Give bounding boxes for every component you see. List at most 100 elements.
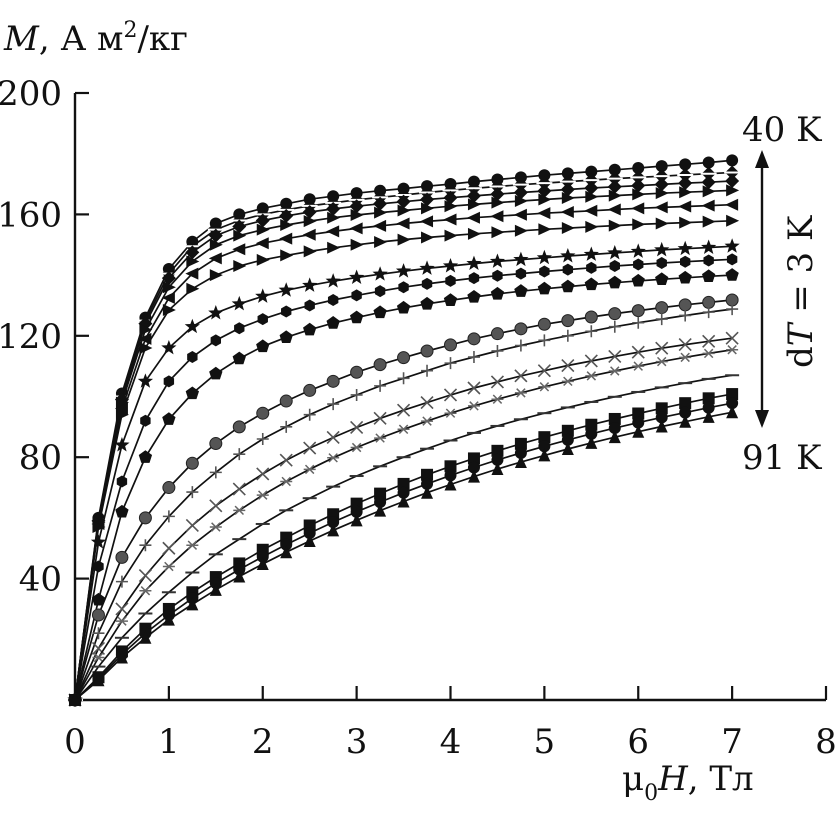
- point-pentagon: [349, 310, 364, 324]
- point-triangle-up: [256, 557, 269, 571]
- point-hexagon: [234, 322, 245, 335]
- point-diamond-dash: [489, 179, 506, 194]
- point-diamond-dash: [583, 173, 600, 188]
- x-tick-label: 7: [721, 722, 743, 762]
- point-diamond: [466, 188, 481, 203]
- point-x: [725, 331, 739, 345]
- point-triangle-left: [443, 213, 457, 226]
- point-triangle-right: [139, 341, 153, 354]
- point-diamond-dash: [630, 170, 647, 185]
- point-circle: [514, 446, 527, 459]
- point-circle: [726, 154, 739, 167]
- x-axis-var: H: [657, 759, 689, 799]
- point-asterisk: [327, 453, 340, 463]
- point-hexagon: [116, 475, 128, 488]
- point-star: [255, 288, 271, 303]
- point-plus: [115, 575, 128, 588]
- point-sphere: [514, 322, 528, 336]
- point-triangle-right: [679, 186, 693, 199]
- point-triangle-right: [233, 259, 247, 272]
- point-square: [397, 477, 410, 490]
- point-sphere: [397, 351, 411, 365]
- point-star: [489, 253, 506, 268]
- point-pentagon: [279, 330, 293, 343]
- point-pentagon: [303, 322, 317, 336]
- point-x: [115, 602, 129, 616]
- point-x: [232, 482, 246, 496]
- point-x: [256, 467, 270, 481]
- point-triangle-left: [466, 211, 480, 224]
- point-triangle-right: [303, 245, 317, 258]
- series-9: [68, 268, 739, 706]
- point-triangle-left: [725, 198, 739, 211]
- point-diamond-dash: [724, 165, 741, 180]
- series-line: [74, 402, 733, 701]
- point-star: [161, 339, 177, 355]
- point-triangle-right: [702, 215, 716, 228]
- x-tick-label: 4: [440, 722, 462, 762]
- series-7: [67, 238, 740, 707]
- point-circle: [702, 401, 715, 414]
- point-diamond: [513, 185, 528, 200]
- point-star: [630, 243, 646, 258]
- point-asterisk: [397, 424, 410, 435]
- point-pentagon: [232, 351, 246, 365]
- point-asterisk: [702, 348, 715, 359]
- point-sphere: [185, 456, 199, 470]
- point-triangle-right: [115, 396, 129, 409]
- point-plus: [538, 334, 551, 347]
- point-plus: [350, 388, 363, 401]
- point-square: [538, 431, 551, 444]
- point-x: [185, 518, 199, 533]
- point-triangle-right: [139, 323, 153, 336]
- x-ticks: 0 1 2 3 4 5 6 7 8: [64, 686, 836, 762]
- point-square: [491, 444, 504, 457]
- point-asterisk: [491, 394, 504, 404]
- y-tick-label: 160: [0, 195, 62, 235]
- point-triangle-right: [374, 206, 388, 219]
- point-triangle-left: [396, 217, 410, 230]
- point-triangle-up: [209, 582, 222, 596]
- point-triangle-right: [444, 229, 458, 242]
- point-diamond: [373, 196, 388, 211]
- point-plus: [702, 306, 715, 319]
- point-triangle-left: [279, 232, 293, 245]
- point-sphere: [537, 317, 551, 331]
- point-triangle-up: [421, 485, 434, 499]
- y-tick-label: 40: [19, 560, 62, 600]
- x-tick-label: 3: [346, 722, 368, 762]
- point-circle: [608, 422, 621, 435]
- series-4: [69, 184, 740, 706]
- point-diamond: [654, 177, 669, 192]
- point-asterisk: [186, 540, 199, 550]
- point-pentagon: [396, 300, 411, 314]
- point-plus: [256, 432, 269, 445]
- point-triangle-up: [726, 405, 739, 419]
- point-star: [677, 240, 693, 256]
- point-diamond: [678, 176, 693, 191]
- point-hexagon: [398, 281, 409, 294]
- point-diamond: [326, 201, 341, 216]
- point-plus: [327, 398, 340, 411]
- point-triangle-right: [209, 238, 223, 251]
- point-plus: [303, 408, 316, 421]
- point-triangle-up: [514, 455, 527, 469]
- point-x: [514, 369, 528, 383]
- point-star: [654, 241, 670, 257]
- point-sphere: [279, 394, 293, 408]
- point-x: [279, 453, 293, 467]
- point-pentagon: [584, 277, 598, 291]
- point-hexagon: [327, 293, 339, 306]
- y-tick-label: 120: [0, 317, 62, 357]
- point-triangle-left: [302, 228, 316, 241]
- point-square: [444, 460, 457, 473]
- point-plus: [92, 627, 105, 640]
- point-sphere: [138, 511, 152, 525]
- point-plus: [162, 510, 175, 523]
- annotation-top-temperature: 40 K: [742, 110, 822, 150]
- point-diamond: [396, 194, 411, 209]
- point-triangle-right: [115, 408, 129, 421]
- point-pentagon: [185, 386, 200, 400]
- point-plus: [209, 466, 222, 479]
